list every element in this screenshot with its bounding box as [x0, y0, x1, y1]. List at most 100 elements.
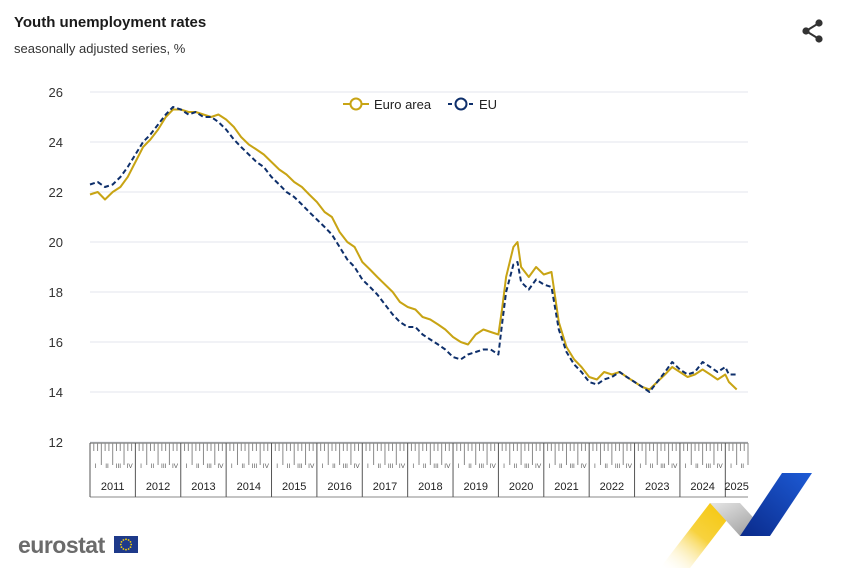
quarter-label: IV — [444, 463, 451, 470]
flag-star — [127, 548, 130, 550]
year-label: 2011 — [101, 481, 125, 493]
quarter-label: II — [377, 463, 381, 470]
quarter-label: IV — [626, 463, 633, 470]
quarter-label: II — [241, 463, 245, 470]
quarter-label: II — [741, 463, 745, 470]
quarter-label: I — [549, 463, 551, 470]
quarter-label: II — [196, 463, 200, 470]
y-tick-label: 24 — [49, 135, 63, 150]
flag-star — [129, 546, 132, 548]
quarter-label: IV — [127, 463, 134, 470]
year-label: 2014 — [237, 481, 261, 493]
legend-item-eu[interactable]: EU — [448, 97, 497, 112]
quarter-label: IV — [217, 463, 224, 470]
flag-star — [122, 548, 125, 550]
flag-star — [120, 541, 123, 543]
quarter-label: IV — [172, 463, 179, 470]
quarter-label: III — [388, 463, 394, 470]
year-label: 2020 — [509, 481, 533, 493]
year-label: 2015 — [282, 481, 306, 493]
series-line-eu — [89, 106, 737, 393]
y-tick-label: 14 — [49, 385, 63, 400]
quarter-label: I — [231, 463, 233, 470]
year-label: 2016 — [327, 481, 351, 493]
quarter-label: I — [140, 463, 142, 470]
quarter-label: II — [105, 463, 109, 470]
quarter-label: III — [524, 463, 530, 470]
quarter-label: I — [730, 463, 732, 470]
legend-label: Euro area — [374, 97, 432, 112]
year-label: 2023 — [645, 481, 669, 493]
quarter-label: III — [615, 463, 621, 470]
quarter-label: I — [367, 463, 369, 470]
quarter-label: I — [458, 463, 460, 470]
y-tick-label: 12 — [49, 435, 63, 450]
quarter-label: I — [95, 463, 97, 470]
quarter-label: I — [639, 463, 641, 470]
series-lines — [89, 106, 738, 393]
flag-star — [119, 543, 122, 546]
legend-marker — [454, 97, 468, 111]
year-label: 2025 — [724, 481, 748, 493]
quarter-label: II — [604, 463, 608, 470]
quarter-label: III — [433, 463, 439, 470]
quarter-label: II — [468, 463, 472, 470]
share-icon[interactable] — [800, 18, 826, 44]
year-label: 2017 — [373, 481, 397, 493]
quarter-label: IV — [354, 463, 361, 470]
legend: Euro area EU — [343, 97, 497, 112]
quarter-label: III — [161, 463, 167, 470]
quarter-label: III — [343, 463, 349, 470]
quarter-label: III — [660, 463, 666, 470]
legend-marker — [349, 97, 363, 111]
quarter-label: III — [206, 463, 212, 470]
quarter-label: I — [186, 463, 188, 470]
quarter-label: II — [559, 463, 563, 470]
chart-title: Youth unemployment rates — [14, 14, 207, 31]
quarter-label: IV — [717, 463, 724, 470]
quarter-label: II — [151, 463, 155, 470]
quarter-label: IV — [671, 463, 678, 470]
quarter-label: I — [412, 463, 414, 470]
flag-star — [120, 546, 123, 548]
flag-star — [125, 538, 127, 541]
quarter-label: II — [332, 463, 336, 470]
quarter-label: III — [479, 463, 485, 470]
quarter-label: IV — [490, 463, 497, 470]
y-tick-label: 16 — [49, 335, 63, 350]
quarter-label: I — [322, 463, 324, 470]
legend-item-euro-area[interactable]: Euro area — [343, 97, 432, 112]
quarter-label: IV — [308, 463, 315, 470]
quarter-label: IV — [580, 463, 587, 470]
quarter-label: III — [116, 463, 122, 470]
y-tick-label: 20 — [49, 235, 63, 250]
legend-label: EU — [479, 97, 497, 112]
quarter-label: III — [297, 463, 303, 470]
y-tick-label: 26 — [49, 85, 63, 100]
chart-subtitle: seasonally adjusted series, % — [14, 41, 186, 56]
year-label: 2013 — [191, 481, 215, 493]
quarter-label: IV — [263, 463, 270, 470]
quarter-label: I — [594, 463, 596, 470]
flag-star — [127, 539, 130, 541]
flag-star — [122, 539, 125, 541]
flag-star — [125, 548, 127, 551]
quarter-label: III — [252, 463, 258, 470]
y-tick-label: 18 — [49, 285, 63, 300]
quarter-label: II — [514, 463, 518, 470]
quarter-label: III — [569, 463, 575, 470]
flag-star — [130, 543, 133, 546]
y-tick-label: 22 — [49, 185, 63, 200]
eu-flag-icon — [114, 536, 138, 553]
quarter-label: II — [695, 463, 699, 470]
quarter-label: II — [650, 463, 654, 470]
gridlines — [90, 91, 748, 443]
year-label: 2021 — [554, 481, 578, 493]
quarter-label: II — [287, 463, 291, 470]
series-line-euro-area — [89, 108, 738, 391]
flag-star — [129, 541, 132, 543]
year-label: 2018 — [418, 481, 442, 493]
year-label: 2019 — [463, 481, 487, 493]
